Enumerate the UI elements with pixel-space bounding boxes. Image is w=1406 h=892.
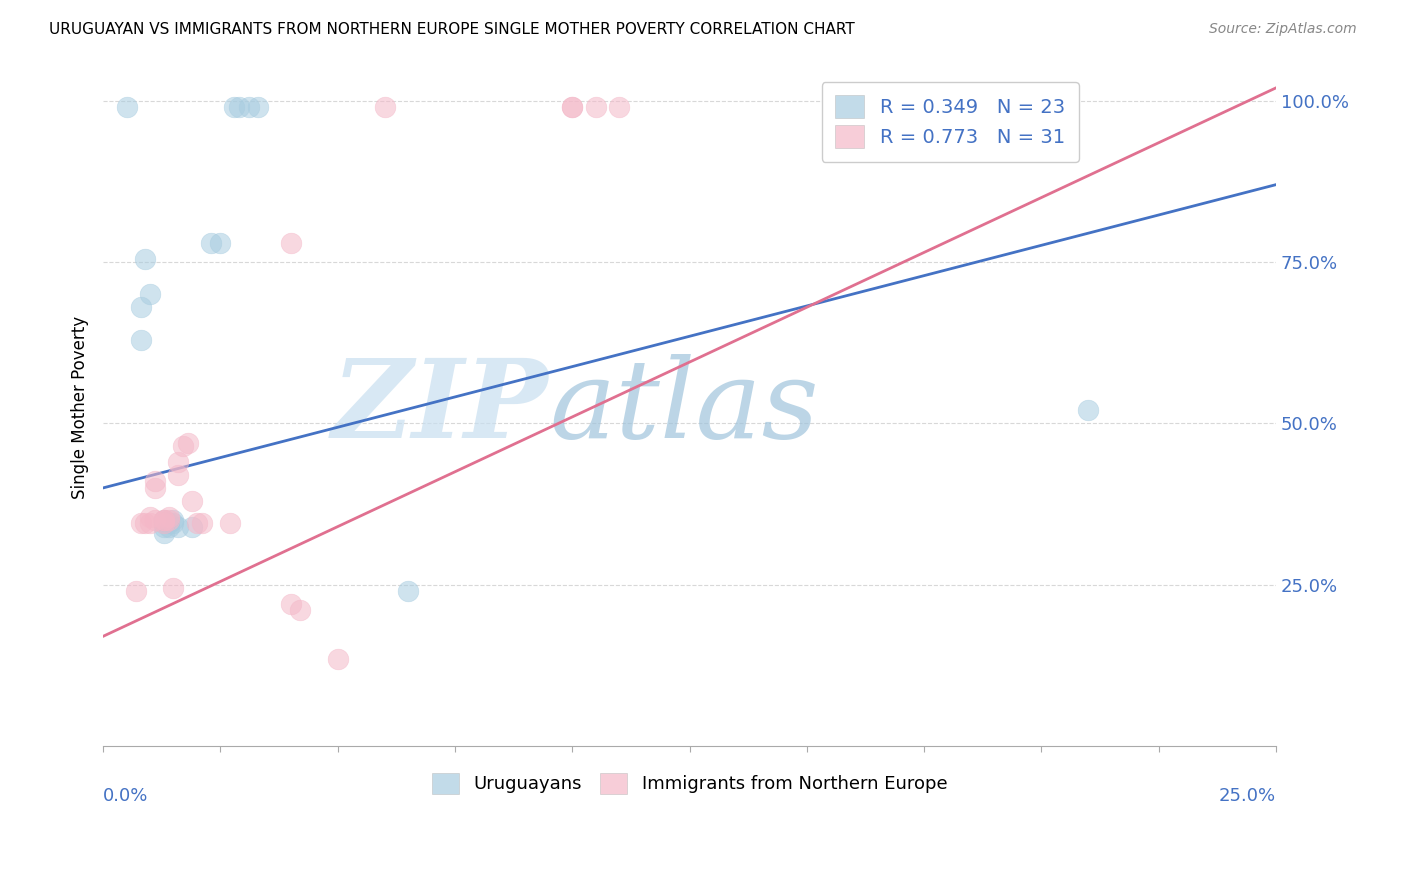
Point xyxy=(162,513,184,527)
Point xyxy=(396,584,419,599)
Point xyxy=(162,516,184,531)
Point xyxy=(167,519,190,533)
Point xyxy=(585,100,607,114)
Point xyxy=(139,516,162,531)
Point xyxy=(129,333,152,347)
Text: ZIP: ZIP xyxy=(332,353,548,461)
Point xyxy=(134,252,156,266)
Point xyxy=(224,100,246,114)
Point xyxy=(607,100,630,114)
Point xyxy=(190,516,212,531)
Point xyxy=(129,300,152,314)
Point xyxy=(134,516,156,531)
Point xyxy=(129,516,152,531)
Point xyxy=(167,468,190,483)
Point xyxy=(153,526,176,541)
Legend: Uruguayans, Immigrants from Northern Europe: Uruguayans, Immigrants from Northern Eur… xyxy=(420,762,957,805)
Point xyxy=(153,516,176,531)
Point xyxy=(326,652,349,666)
Point xyxy=(157,513,180,527)
Point xyxy=(181,519,204,533)
Point xyxy=(139,510,162,524)
Point xyxy=(288,603,311,617)
Point xyxy=(153,519,176,533)
Point xyxy=(143,513,166,527)
Y-axis label: Single Mother Poverty: Single Mother Poverty xyxy=(72,316,89,499)
Point xyxy=(162,581,184,595)
Point xyxy=(157,510,180,524)
Point xyxy=(1077,403,1099,417)
Point xyxy=(561,100,583,114)
Point xyxy=(228,100,250,114)
Point xyxy=(125,584,148,599)
Point xyxy=(139,287,162,301)
Point xyxy=(167,455,190,469)
Point xyxy=(143,481,166,495)
Point xyxy=(157,519,180,533)
Point xyxy=(176,435,198,450)
Point xyxy=(186,516,208,531)
Point xyxy=(172,439,194,453)
Text: 25.0%: 25.0% xyxy=(1219,787,1277,805)
Point xyxy=(115,100,138,114)
Point xyxy=(218,516,240,531)
Point xyxy=(143,475,166,489)
Point xyxy=(280,597,302,611)
Text: Source: ZipAtlas.com: Source: ZipAtlas.com xyxy=(1209,22,1357,37)
Point xyxy=(200,235,222,250)
Point xyxy=(209,235,232,250)
Point xyxy=(153,513,176,527)
Point xyxy=(153,513,176,527)
Point xyxy=(238,100,260,114)
Point xyxy=(181,493,204,508)
Point xyxy=(153,516,176,531)
Point xyxy=(374,100,396,114)
Point xyxy=(280,235,302,250)
Text: URUGUAYAN VS IMMIGRANTS FROM NORTHERN EUROPE SINGLE MOTHER POVERTY CORRELATION C: URUGUAYAN VS IMMIGRANTS FROM NORTHERN EU… xyxy=(49,22,855,37)
Point xyxy=(561,100,583,114)
Text: atlas: atlas xyxy=(548,353,818,461)
Text: 0.0%: 0.0% xyxy=(103,787,149,805)
Point xyxy=(153,513,176,527)
Point xyxy=(157,516,180,531)
Point xyxy=(246,100,269,114)
